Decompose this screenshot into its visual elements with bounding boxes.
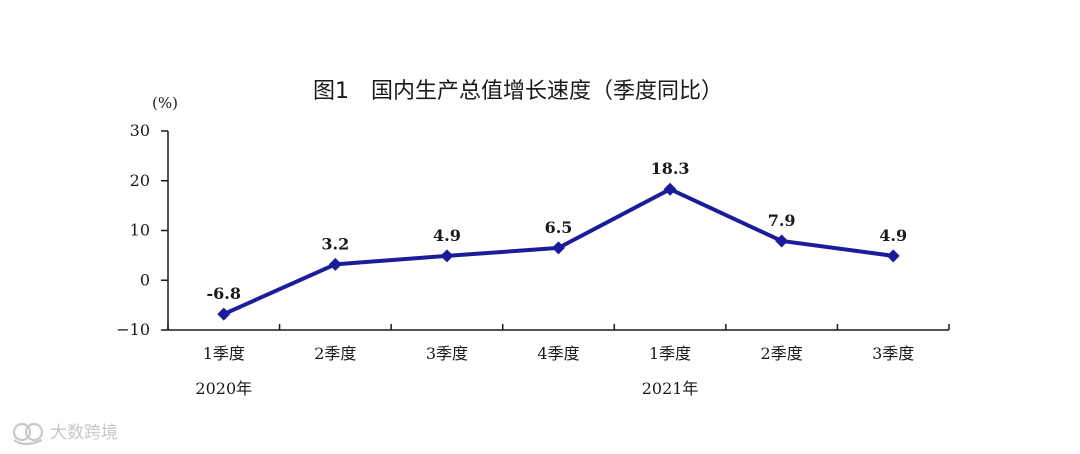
watermark: 大数跨境 bbox=[12, 422, 118, 446]
y-tick-label: 30 bbox=[130, 121, 150, 140]
x-tick-label: 1季度 bbox=[203, 344, 245, 363]
watermark-logo-icon bbox=[12, 422, 44, 446]
data-label: 18.3 bbox=[651, 159, 690, 178]
data-label: 4.9 bbox=[433, 226, 461, 245]
data-label: 4.9 bbox=[879, 226, 907, 245]
x-tick-label: 4季度 bbox=[537, 344, 579, 363]
x-tick-label: 2季度 bbox=[761, 344, 803, 363]
data-label: -6.8 bbox=[207, 284, 241, 303]
watermark-text: 大数跨境 bbox=[50, 423, 118, 443]
chart-title: 图1 国内生产总值增长速度（季度同比） bbox=[313, 79, 723, 104]
x-tick-label: 3季度 bbox=[426, 344, 468, 363]
data-point-marker bbox=[328, 257, 342, 271]
x-group-label: 2020年 bbox=[195, 379, 252, 398]
data-point-marker bbox=[440, 249, 454, 263]
data-point-marker bbox=[217, 307, 231, 321]
data-point-marker bbox=[886, 249, 900, 263]
x-group-label: 2021年 bbox=[642, 379, 699, 398]
series-layer: -6.8 3.2 4.9 6.5 18.3 7.9 4.9 bbox=[207, 159, 907, 321]
data-label: 6.5 bbox=[545, 218, 573, 237]
data-label: 3.2 bbox=[321, 234, 349, 253]
y-axis-unit: (%) bbox=[152, 94, 178, 112]
x-ticks: 1季度 2季度 3季度 4季度 1季度 2季度 3季度 bbox=[167, 324, 950, 363]
y-tick-label: 0 bbox=[140, 270, 150, 289]
data-label: 7.9 bbox=[768, 211, 796, 230]
y-ticks: 30 20 10 0 −10 bbox=[116, 121, 168, 339]
y-tick-label: 20 bbox=[130, 171, 150, 190]
data-point-marker bbox=[552, 241, 565, 255]
data-point-marker bbox=[775, 234, 789, 248]
x-group-labels: 2020年 2021年 bbox=[195, 379, 698, 398]
x-tick-label: 2季度 bbox=[314, 344, 356, 363]
y-tick-label: 10 bbox=[130, 221, 150, 240]
x-tick-label: 1季度 bbox=[649, 344, 691, 363]
data-point-marker bbox=[663, 182, 677, 196]
x-tick-label: 3季度 bbox=[872, 344, 914, 363]
y-tick-label: −10 bbox=[116, 320, 150, 339]
